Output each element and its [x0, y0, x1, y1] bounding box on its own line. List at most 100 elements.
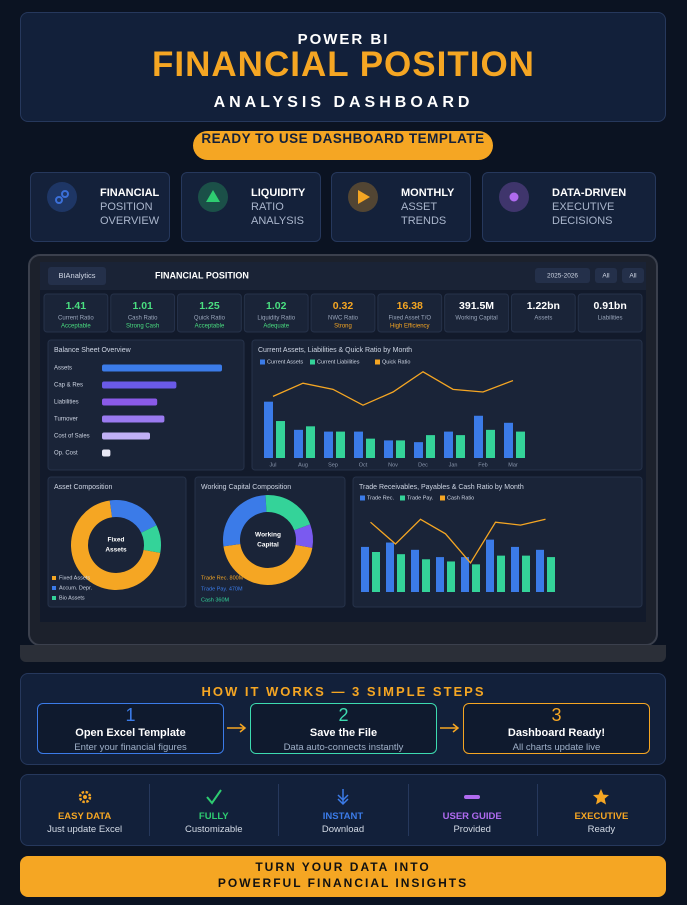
benefit-icon — [337, 789, 349, 806]
chart-title: Working Capital Composition — [201, 484, 291, 491]
donut-segment — [70, 500, 161, 590]
category-label: Cost of Sales — [54, 434, 90, 440]
bar — [411, 549, 419, 592]
legend-label: Fixed Assets — [59, 575, 90, 581]
category-label: Cap & Res — [54, 383, 83, 389]
bar — [472, 564, 480, 592]
icon-shape — [82, 795, 87, 799]
legend-label: Accum. Depr. — [59, 585, 92, 591]
value-label: Trade Pay. 470M — [201, 586, 243, 592]
bar — [414, 442, 423, 458]
feature-icon — [499, 182, 529, 212]
kpi-card — [377, 293, 443, 333]
benefit-icon — [464, 795, 481, 799]
footer-line: TURN YOUR DATA INTO — [255, 860, 431, 874]
legend-label: Current Assets — [267, 359, 303, 365]
x-tick-label: Aug — [298, 462, 308, 468]
donut-center: Working — [255, 532, 281, 539]
x-tick-label: Mar — [508, 462, 518, 468]
feature-icon — [47, 182, 77, 212]
feature-card — [482, 172, 656, 242]
x-tick-label: Jan — [449, 462, 458, 468]
bar — [536, 549, 544, 592]
benefit-title: FULLY — [198, 811, 229, 822]
legend-swatch — [52, 596, 56, 600]
bar — [336, 431, 345, 458]
category-label: Liabilities — [54, 400, 79, 406]
legend-label: Trade Pay. — [407, 495, 434, 501]
legend-label: Current Liabilities — [317, 359, 360, 365]
bar — [264, 401, 273, 458]
step-number: 2 — [338, 705, 349, 725]
divider — [278, 784, 280, 836]
chart-title: Asset Composition — [54, 484, 112, 491]
donut-segment — [223, 495, 267, 547]
donut-center: Capital — [257, 542, 279, 549]
benefit-text: Download — [321, 824, 365, 835]
bar — [276, 421, 285, 458]
line-series — [370, 518, 546, 565]
feature-title: MONTHLY — [401, 187, 455, 199]
icon-shape — [206, 190, 220, 202]
benefit-icon — [78, 790, 91, 804]
legend-swatch — [260, 359, 265, 365]
step-number: 3 — [551, 705, 562, 725]
feature-card — [181, 172, 321, 242]
donut-segment — [294, 524, 313, 548]
bar — [461, 557, 469, 592]
line-series — [272, 370, 514, 406]
bar — [422, 559, 430, 592]
benefit-text: Ready — [587, 824, 616, 835]
filter-label: All — [602, 273, 610, 280]
legend-swatch — [360, 495, 365, 501]
donut-center: Fixed — [108, 537, 125, 544]
legend-swatch — [375, 359, 380, 365]
divider — [536, 784, 538, 836]
feature-line: DECISIONS — [552, 215, 613, 227]
legend-label: Trade Rec. — [367, 495, 394, 501]
bar — [102, 415, 165, 423]
filter — [535, 268, 590, 283]
icon-shape — [337, 798, 349, 806]
kpi-card — [577, 293, 643, 333]
bar — [516, 431, 525, 458]
icon-shape — [464, 795, 481, 799]
feature-line: POSITION — [100, 201, 153, 213]
brand-tab — [48, 267, 106, 285]
legend-label: Cash Ratio — [447, 495, 474, 501]
bar — [386, 542, 394, 592]
benefit-title: EASY DATA — [57, 811, 112, 822]
feature-line: ANALYSIS — [251, 215, 304, 227]
bar — [361, 546, 369, 592]
donut-center: Assets — [105, 547, 127, 554]
step-card — [463, 703, 650, 754]
kpi-label: NWC Ratio — [328, 316, 359, 322]
category-label: Op. Cost — [54, 451, 78, 457]
bar — [547, 557, 555, 592]
feature-line: ASSET — [401, 201, 438, 213]
legend-swatch — [400, 495, 405, 501]
bar — [444, 431, 453, 458]
step-title: Dashboard Ready! — [507, 727, 606, 739]
bar — [354, 431, 363, 458]
bar — [102, 381, 177, 389]
bar — [486, 539, 494, 592]
filter — [595, 268, 617, 283]
x-tick-label: Oct — [359, 462, 368, 468]
kpi-value: 0.32 — [333, 300, 354, 312]
step-text: Enter your financial figures — [74, 742, 187, 753]
step-title: Open Excel Template — [75, 727, 186, 739]
kpi-value: 16.38 — [397, 300, 423, 312]
step-text: All charts update live — [512, 742, 601, 753]
kpi-value: 1.25 — [199, 300, 220, 312]
benefit-text: Just update Excel — [47, 824, 123, 835]
benefit-text: Provided — [453, 824, 491, 835]
header-panel — [20, 12, 666, 122]
icon-bg — [47, 182, 77, 212]
x-tick-label: Dec — [418, 462, 428, 468]
bar — [102, 449, 111, 457]
bar — [474, 415, 483, 458]
kpi-value: 1.41 — [66, 300, 87, 312]
kpi-card — [243, 293, 309, 333]
